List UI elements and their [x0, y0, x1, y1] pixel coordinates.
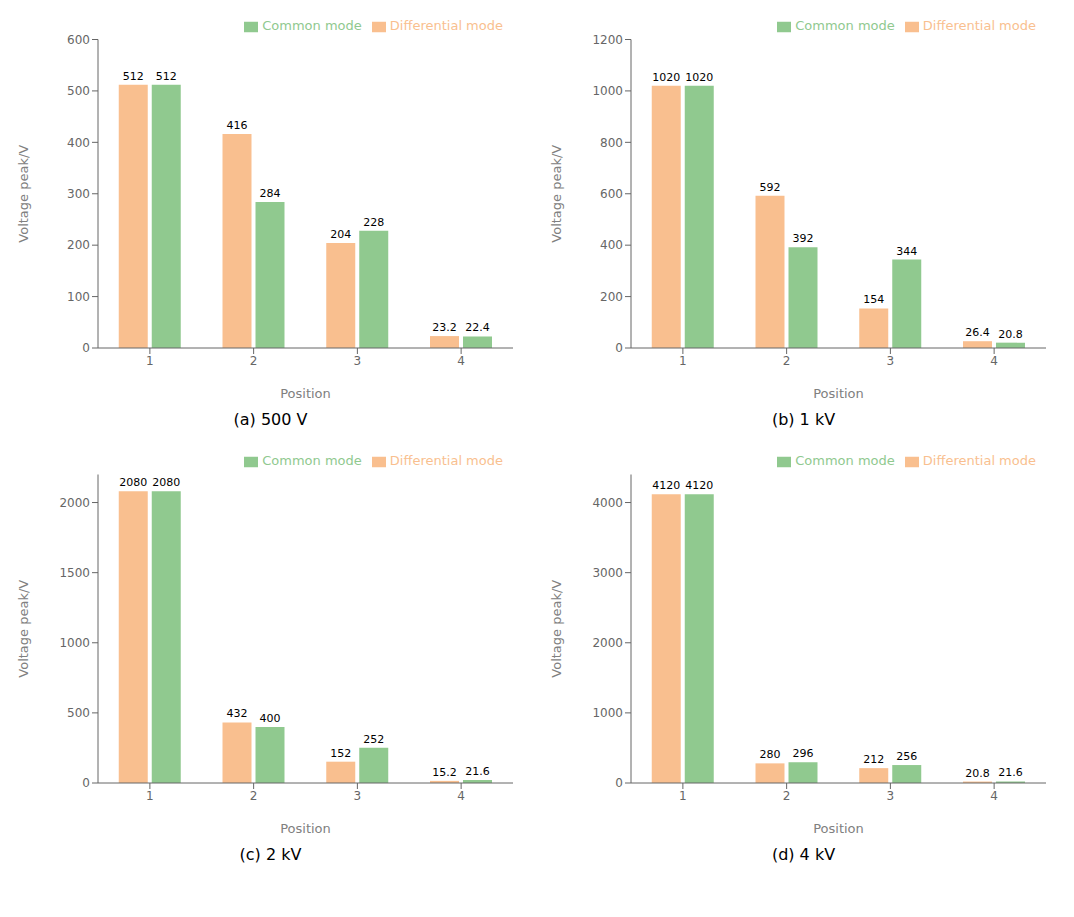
svg-text:4: 4 — [990, 354, 998, 368]
svg-text:20.8: 20.8 — [965, 767, 990, 780]
svg-text:Voltage peak/V: Voltage peak/V — [16, 145, 31, 243]
svg-text:4120: 4120 — [685, 479, 713, 492]
svg-text:3: 3 — [354, 789, 362, 803]
svg-text:2: 2 — [783, 354, 791, 368]
svg-text:Position: Position — [813, 386, 864, 401]
html-text:Differential mode: Differential mode — [389, 453, 503, 468]
svg-text:4000: 4000 — [592, 496, 623, 510]
svg-text:500: 500 — [67, 84, 90, 98]
svg-text:3: 3 — [887, 354, 895, 368]
svg-text:Position: Position — [280, 386, 331, 401]
svg-text:252: 252 — [363, 733, 384, 746]
svg-text:400: 400 — [260, 712, 281, 725]
svg-text:300: 300 — [67, 187, 90, 201]
svg-text:500: 500 — [67, 706, 90, 720]
svg-text:800: 800 — [600, 136, 623, 150]
svg-text:2080: 2080 — [152, 476, 180, 489]
svg-text:4120: 4120 — [652, 479, 680, 492]
svg-text:1000: 1000 — [592, 706, 623, 720]
svg-text:400: 400 — [67, 136, 90, 150]
svg-text:2: 2 — [250, 354, 258, 368]
svg-text:20.8: 20.8 — [998, 328, 1023, 341]
svg-text:4: 4 — [990, 789, 998, 803]
svg-text:228: 228 — [363, 216, 384, 229]
svg-text:15.2: 15.2 — [432, 766, 457, 779]
svg-text:1: 1 — [679, 354, 687, 368]
svg-text:200: 200 — [600, 290, 623, 304]
svg-text:1200: 1200 — [592, 33, 623, 47]
svg-text:204: 204 — [330, 228, 351, 241]
html-text:(d) 4 kV: (d) 4 kV — [771, 845, 836, 864]
svg-text:2000: 2000 — [59, 496, 90, 510]
svg-text:1000: 1000 — [592, 84, 623, 98]
svg-text:22.4: 22.4 — [465, 321, 490, 334]
svg-text:1: 1 — [146, 789, 154, 803]
svg-text:1: 1 — [146, 354, 154, 368]
svg-text:512: 512 — [123, 70, 144, 83]
svg-text:4: 4 — [457, 789, 465, 803]
svg-text:21.6: 21.6 — [998, 766, 1023, 779]
svg-text:1: 1 — [679, 789, 687, 803]
html-text:Common mode: Common mode — [795, 453, 895, 468]
svg-text:26.4: 26.4 — [965, 326, 990, 339]
svg-text:344: 344 — [896, 245, 917, 258]
html-text:Common mode: Common mode — [795, 18, 895, 33]
svg-text:1020: 1020 — [652, 71, 680, 84]
svg-text:400: 400 — [600, 238, 623, 252]
svg-text:152: 152 — [330, 747, 351, 760]
svg-text:592: 592 — [760, 181, 781, 194]
svg-text:Voltage peak/V: Voltage peak/V — [16, 580, 31, 678]
svg-text:100: 100 — [67, 290, 90, 304]
html-text:(b) 1 kV: (b) 1 kV — [771, 410, 836, 429]
svg-text:392: 392 — [793, 232, 814, 245]
svg-text:600: 600 — [67, 33, 90, 47]
svg-text:3: 3 — [887, 789, 895, 803]
svg-text:200: 200 — [67, 238, 90, 252]
svg-text:Voltage peak/V: Voltage peak/V — [549, 580, 564, 678]
svg-text:0: 0 — [82, 341, 90, 355]
svg-text:Voltage peak/V: Voltage peak/V — [549, 145, 564, 243]
svg-text:432: 432 — [227, 707, 248, 720]
svg-text:280: 280 — [760, 748, 781, 761]
svg-text:0: 0 — [615, 776, 623, 790]
html-text:(c) 2 kV: (c) 2 kV — [239, 845, 302, 864]
svg-text:296: 296 — [793, 747, 814, 760]
svg-text:Position: Position — [280, 821, 331, 836]
svg-text:512: 512 — [156, 70, 177, 83]
svg-text:23.2: 23.2 — [432, 321, 457, 334]
html-text:(a) 500 V: (a) 500 V — [233, 410, 308, 429]
svg-text:1020: 1020 — [685, 71, 713, 84]
html-text:Differential mode: Differential mode — [922, 18, 1036, 33]
svg-text:212: 212 — [863, 753, 884, 766]
svg-text:4: 4 — [457, 354, 465, 368]
html-text:Common mode: Common mode — [262, 18, 362, 33]
svg-text:1000: 1000 — [59, 636, 90, 650]
svg-text:3: 3 — [354, 354, 362, 368]
svg-text:256: 256 — [896, 750, 917, 763]
svg-text:600: 600 — [600, 187, 623, 201]
html-text:Differential mode: Differential mode — [922, 453, 1036, 468]
svg-text:154: 154 — [863, 293, 884, 306]
svg-text:284: 284 — [260, 187, 281, 200]
svg-text:Position: Position — [813, 821, 864, 836]
svg-text:3000: 3000 — [592, 566, 623, 580]
html-text:Differential mode: Differential mode — [389, 18, 503, 33]
svg-text:1500: 1500 — [59, 566, 90, 580]
svg-text:0: 0 — [82, 776, 90, 790]
svg-text:416: 416 — [227, 119, 248, 132]
svg-text:2080: 2080 — [119, 476, 147, 489]
svg-text:2: 2 — [783, 789, 791, 803]
svg-text:21.6: 21.6 — [465, 765, 490, 778]
svg-text:0: 0 — [615, 341, 623, 355]
svg-text:2000: 2000 — [592, 636, 623, 650]
html-text:Common mode: Common mode — [262, 453, 362, 468]
svg-text:2: 2 — [250, 789, 258, 803]
